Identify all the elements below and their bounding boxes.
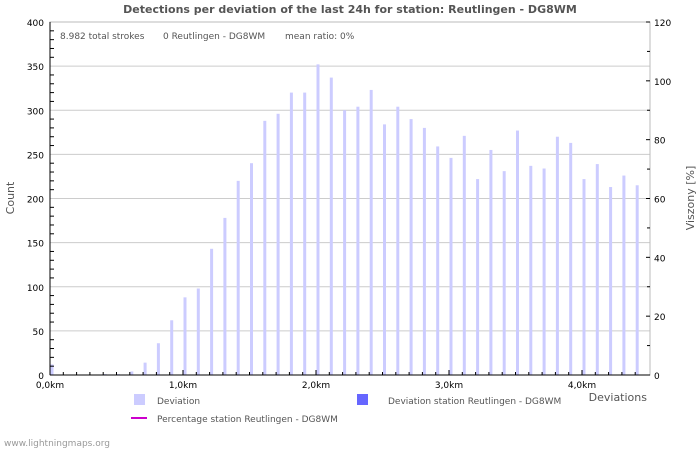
bar-deviation: [449, 157, 453, 375]
info-station: 0 Reutlingen - DG8WM: [163, 32, 265, 42]
y-tick-label: 250: [27, 151, 44, 161]
bar-deviation: [489, 149, 493, 375]
bar-deviation: [303, 92, 307, 375]
bar-deviation: [476, 179, 480, 375]
x-axis-label: Deviations: [589, 391, 648, 404]
legend-label-percentage: Percentage station Reutlingen - DG8WM: [157, 415, 338, 425]
bar-deviation: [316, 64, 320, 376]
bar-deviation: [436, 146, 440, 375]
legend-swatch-deviation: [134, 394, 145, 405]
legend-swatch-station: [357, 394, 368, 405]
bar-deviation: [555, 136, 559, 375]
y2-tick-label: 40: [654, 254, 666, 264]
bar-deviation: [409, 119, 413, 375]
bar-deviation: [542, 168, 546, 375]
y-tick-label: 400: [27, 19, 44, 29]
x-tick-label: 4,0km: [568, 381, 596, 391]
legend-label-station: Deviation station Reutlingen - DG8WM: [388, 397, 561, 407]
bar-deviation: [156, 343, 160, 375]
bar-deviation: [143, 362, 147, 375]
bar-deviation: [635, 185, 639, 375]
bar-deviation: [263, 120, 267, 375]
bar-deviation: [622, 175, 626, 375]
y2-tick-label: 120: [654, 19, 671, 29]
y2-tick-label: 60: [654, 196, 666, 206]
bar-deviation: [210, 248, 214, 375]
bar-deviation: [236, 180, 240, 375]
info-total: 8.982 total strokes: [60, 32, 145, 42]
bar-deviation: [516, 130, 519, 375]
x-tick-label: 3,0km: [435, 381, 463, 391]
bar-deviation: [170, 320, 174, 375]
y-tick-label: 50: [33, 328, 45, 338]
y2-tick-label: 100: [654, 78, 671, 88]
legend-label-deviation: Deviation: [157, 397, 200, 407]
y2-tick-label: 20: [654, 313, 666, 323]
bar-deviation: [196, 288, 200, 375]
x-tick-label: 2,0km: [302, 381, 330, 391]
bar-deviation: [396, 106, 400, 375]
bar-deviation: [250, 163, 253, 375]
y-tick-label: 200: [27, 196, 44, 206]
bar-deviation: [223, 217, 227, 375]
bar-deviation: [569, 142, 573, 375]
y-tick-label: 0: [38, 372, 44, 382]
bar-deviation: [343, 110, 347, 375]
bar-deviation: [422, 127, 426, 376]
x-tick-label: 1,0km: [169, 381, 197, 391]
x-tick-label: 0,0km: [36, 381, 64, 391]
bar-deviation: [130, 371, 134, 375]
bar-deviation: [462, 135, 466, 375]
bar-deviation: [383, 124, 386, 376]
bar-deviation: [329, 77, 333, 375]
info-ratio: mean ratio: 0%: [285, 32, 355, 42]
y-tick-label: 350: [27, 63, 44, 73]
bar-deviation: [356, 106, 360, 375]
bar-deviation: [289, 92, 293, 375]
bar-deviation: [529, 165, 533, 375]
y-tick-label: 300: [27, 107, 44, 117]
bar-deviation: [609, 187, 613, 375]
chart-title: Detections per deviation of the last 24h…: [123, 3, 577, 16]
bar-deviation: [582, 179, 586, 375]
bar-deviation: [50, 364, 54, 375]
y2-axis-label: Viszony [%]: [684, 166, 697, 231]
y2-tick-label: 80: [654, 137, 666, 147]
y-tick-label: 150: [27, 240, 44, 250]
bar-deviation: [502, 171, 506, 375]
bar-deviation: [369, 89, 373, 375]
footer-credit: www.lightningmaps.org: [4, 439, 110, 449]
bar-deviation: [276, 113, 280, 375]
bar-deviation: [595, 164, 599, 375]
y-tick-label: 100: [27, 284, 44, 294]
y-axis-label: Count: [4, 181, 17, 214]
y2-tick-label: 0: [654, 372, 660, 382]
bar-deviation: [183, 297, 187, 375]
